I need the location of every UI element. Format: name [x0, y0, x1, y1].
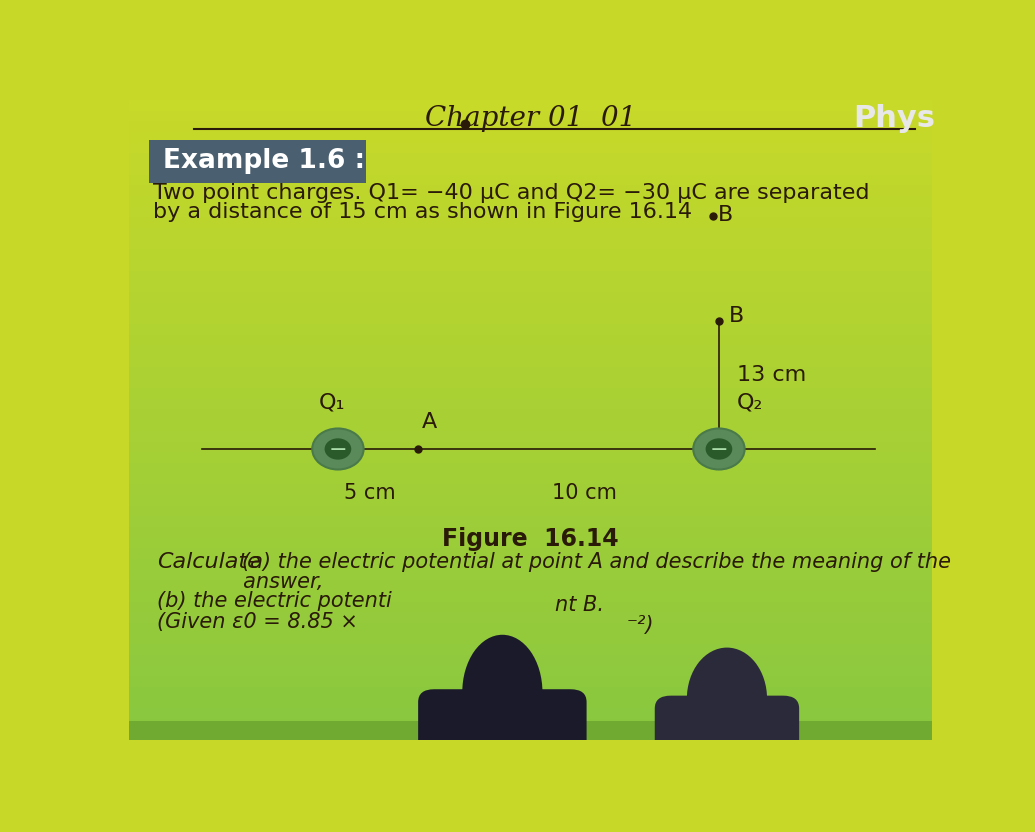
Bar	[129, 623, 932, 634]
Text: 13 cm: 13 cm	[737, 365, 806, 385]
Circle shape	[325, 438, 351, 459]
Bar	[129, 634, 932, 644]
Bar	[129, 356, 932, 367]
Bar	[129, 719, 932, 730]
Bar	[129, 399, 932, 409]
Bar	[129, 442, 932, 453]
Text: by a distance of 15 cm as shown in Figure 16.14: by a distance of 15 cm as shown in Figur…	[153, 202, 692, 222]
Bar	[129, 666, 932, 676]
Text: A: A	[422, 412, 438, 432]
Text: Calculate: Calculate	[157, 552, 261, 572]
Bar	[129, 324, 932, 334]
Bar	[129, 484, 932, 495]
Bar	[129, 687, 932, 698]
Bar	[129, 164, 932, 175]
Bar	[129, 281, 932, 292]
Text: Q₂: Q₂	[737, 393, 763, 413]
Bar	[129, 537, 932, 548]
Bar	[129, 570, 932, 581]
Bar	[129, 270, 932, 281]
Bar	[129, 548, 932, 559]
Bar	[129, 559, 932, 570]
Bar	[129, 239, 932, 250]
Bar	[129, 334, 932, 345]
Text: Q₁: Q₁	[318, 393, 345, 413]
Text: Two point charges. Q1= −40 μC and Q2= −30 μC are separated: Two point charges. Q1= −40 μC and Q2= −3…	[153, 183, 870, 203]
Bar	[129, 186, 932, 196]
Bar	[129, 228, 932, 239]
Text: answer,: answer,	[209, 572, 323, 592]
Bar	[129, 131, 932, 142]
Text: B: B	[718, 206, 734, 225]
Bar	[129, 473, 932, 484]
Text: 5 cm: 5 cm	[345, 483, 395, 503]
FancyBboxPatch shape	[655, 696, 799, 753]
Bar	[129, 655, 932, 666]
Bar	[129, 175, 932, 186]
Bar	[129, 378, 932, 388]
Ellipse shape	[687, 647, 767, 750]
Text: B: B	[729, 305, 744, 326]
Bar	[129, 367, 932, 378]
Bar	[129, 206, 932, 217]
Circle shape	[313, 428, 363, 469]
Text: Phys: Phys	[854, 104, 936, 133]
Bar	[129, 602, 932, 612]
Text: (a) the electric potential at point A and describe the meaning of the: (a) the electric potential at point A an…	[242, 552, 951, 572]
Bar	[129, 431, 932, 442]
Bar	[129, 721, 932, 740]
Text: (b) the electric potenti: (b) the electric potenti	[157, 591, 392, 611]
Bar	[129, 142, 932, 153]
Text: −: −	[329, 440, 347, 460]
Bar	[129, 506, 932, 516]
Bar	[129, 153, 932, 164]
Bar	[129, 420, 932, 431]
Bar	[129, 100, 932, 111]
Bar	[129, 581, 932, 591]
Bar	[129, 453, 932, 463]
Bar	[129, 591, 932, 602]
Bar	[129, 111, 932, 121]
Text: nt B.: nt B.	[555, 595, 603, 615]
Bar	[129, 260, 932, 270]
Circle shape	[706, 438, 733, 459]
Bar	[129, 463, 932, 473]
Bar	[129, 303, 932, 314]
Text: (Given ε0 = 8.85 ×: (Given ε0 = 8.85 ×	[157, 612, 358, 632]
Bar	[129, 292, 932, 303]
Text: Example 1.6 :: Example 1.6 :	[164, 148, 365, 175]
Bar	[129, 250, 932, 260]
Text: ⁻²): ⁻²)	[626, 615, 654, 635]
Bar	[129, 676, 932, 687]
Bar	[129, 698, 932, 708]
Bar	[129, 196, 932, 206]
FancyBboxPatch shape	[149, 140, 366, 183]
Text: Figure  16.14: Figure 16.14	[442, 527, 619, 551]
FancyBboxPatch shape	[418, 689, 587, 753]
Text: 10 cm: 10 cm	[552, 483, 617, 503]
Bar	[129, 388, 932, 399]
Bar	[129, 121, 932, 132]
Text: −: −	[710, 440, 729, 460]
Ellipse shape	[463, 635, 542, 750]
Bar	[129, 516, 932, 527]
Bar	[129, 709, 932, 719]
Bar	[129, 645, 932, 655]
Circle shape	[693, 428, 744, 469]
Bar	[129, 495, 932, 506]
Bar	[129, 345, 932, 356]
Bar	[129, 527, 932, 537]
Bar	[129, 730, 932, 740]
Bar	[129, 612, 932, 623]
Text: Chapter 01  01: Chapter 01 01	[424, 105, 637, 132]
Bar	[129, 314, 932, 324]
Bar	[129, 217, 932, 228]
Bar	[129, 409, 932, 420]
